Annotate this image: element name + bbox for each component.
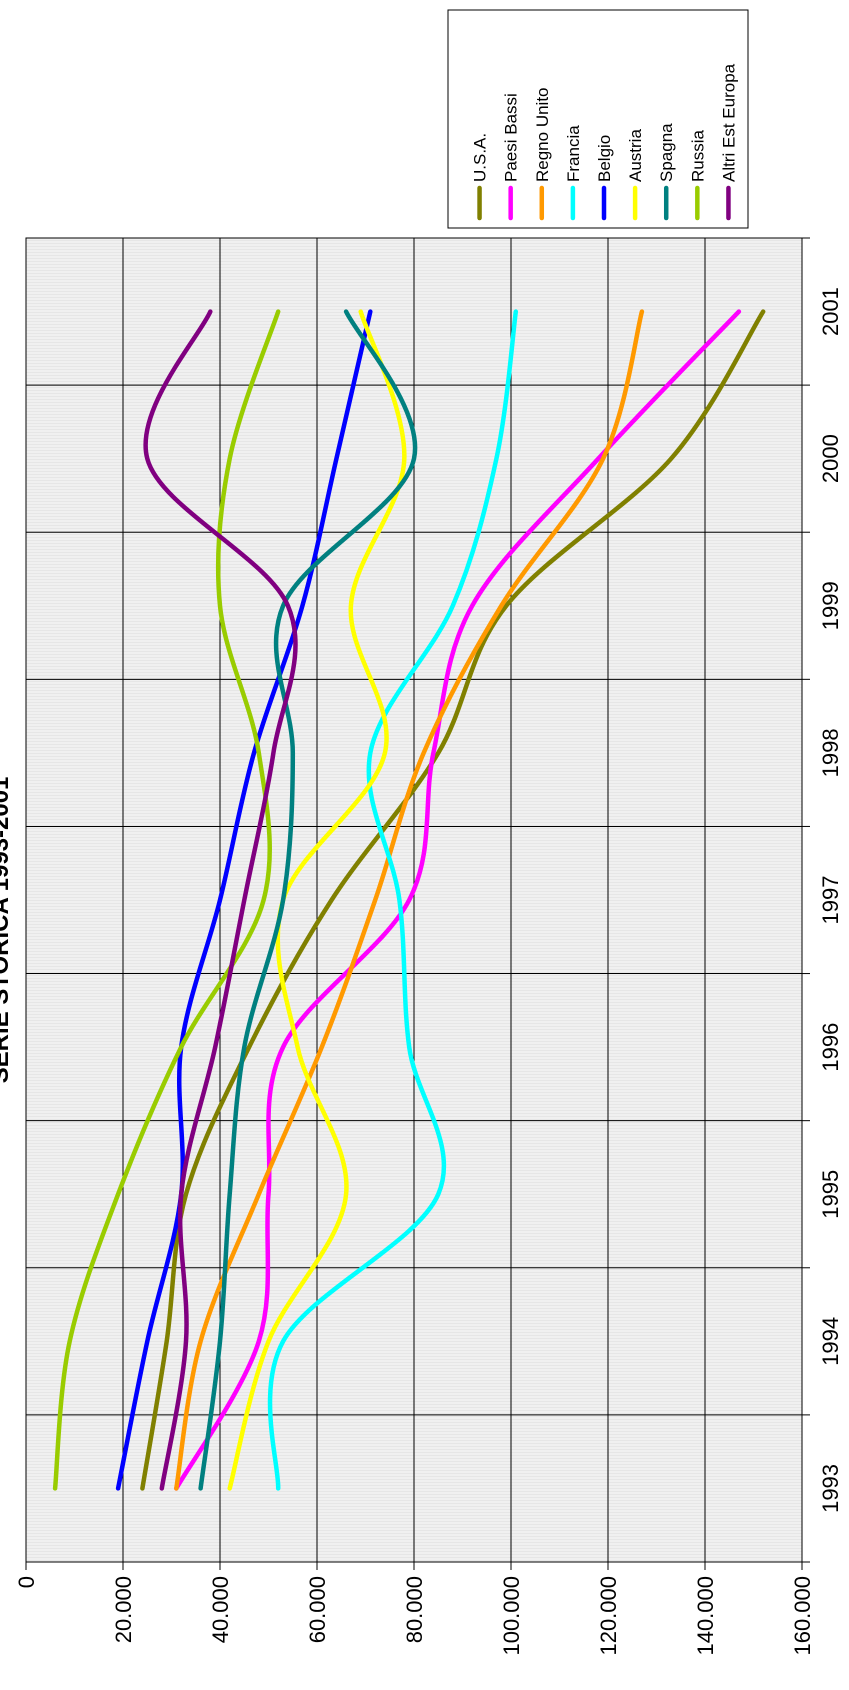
- legend: U.S.A. Paesi Bassi Regno Unito Francia Belgi…: [447, 9, 749, 229]
- y-tick-label: 140.000: [693, 1576, 718, 1656]
- series-line-francia: [267, 309, 519, 1491]
- y-tick-label: 20.000: [111, 1576, 136, 1643]
- legend-label-altri-est-europa: Altri Est Europa: [719, 63, 738, 182]
- legend-label-paesi-bassi: Paesi Bassi: [502, 93, 521, 182]
- legend-label-austria: Austria: [626, 129, 645, 182]
- legend-label-belgio: Belgio: [595, 135, 614, 182]
- x-tick-label: 1998: [818, 728, 843, 777]
- y-tick-label: 80.000: [402, 1576, 427, 1643]
- series-line-u-s-a: [140, 309, 766, 1491]
- x-tick-label: 1996: [818, 1023, 843, 1072]
- chart-title: SERIE STORICA 1993-2001: [0, 777, 14, 1084]
- legend-label-spagna: Spagna: [657, 123, 676, 182]
- y-tick-label: 60.000: [305, 1576, 330, 1643]
- y-tick-label: 120.000: [596, 1576, 621, 1656]
- series-lines: [52, 309, 766, 1491]
- series-line-belgio: [115, 309, 373, 1491]
- legend-label-francia: Francia: [564, 125, 583, 182]
- legend-label-russia: Russia: [688, 129, 707, 182]
- x-tick-label: 1993: [818, 1464, 843, 1513]
- y-tick-label: 160.000: [790, 1576, 815, 1656]
- legend-label-u-s-a: U.S.A.: [471, 133, 490, 182]
- series-line-altri-est-europa: [143, 309, 298, 1491]
- x-tick-label: 2001: [818, 287, 843, 336]
- y-tick-label: 100.000: [499, 1576, 524, 1656]
- y-tick-label: 0: [14, 1576, 39, 1588]
- x-tick-label: 1999: [818, 581, 843, 630]
- axis-ticks: 0 20.000 40.000 60.000 80.000 100.000 120.000 1…: [14, 237, 843, 1656]
- x-tick-label: 2000: [818, 434, 843, 483]
- series-line-russia: [52, 309, 281, 1491]
- y-tick-label: 40.000: [208, 1576, 233, 1643]
- x-tick-label: 1997: [818, 876, 843, 925]
- series-line-spagna: [198, 309, 418, 1491]
- legend-box: [447, 9, 749, 229]
- series-line-paesi-bassi: [174, 309, 742, 1491]
- legend-label-regno-unito: Regno Unito: [533, 87, 552, 182]
- series-line-regno-unito: [174, 309, 645, 1491]
- x-tick-label: 1995: [818, 1170, 843, 1219]
- x-tick-label: 1994: [818, 1317, 843, 1366]
